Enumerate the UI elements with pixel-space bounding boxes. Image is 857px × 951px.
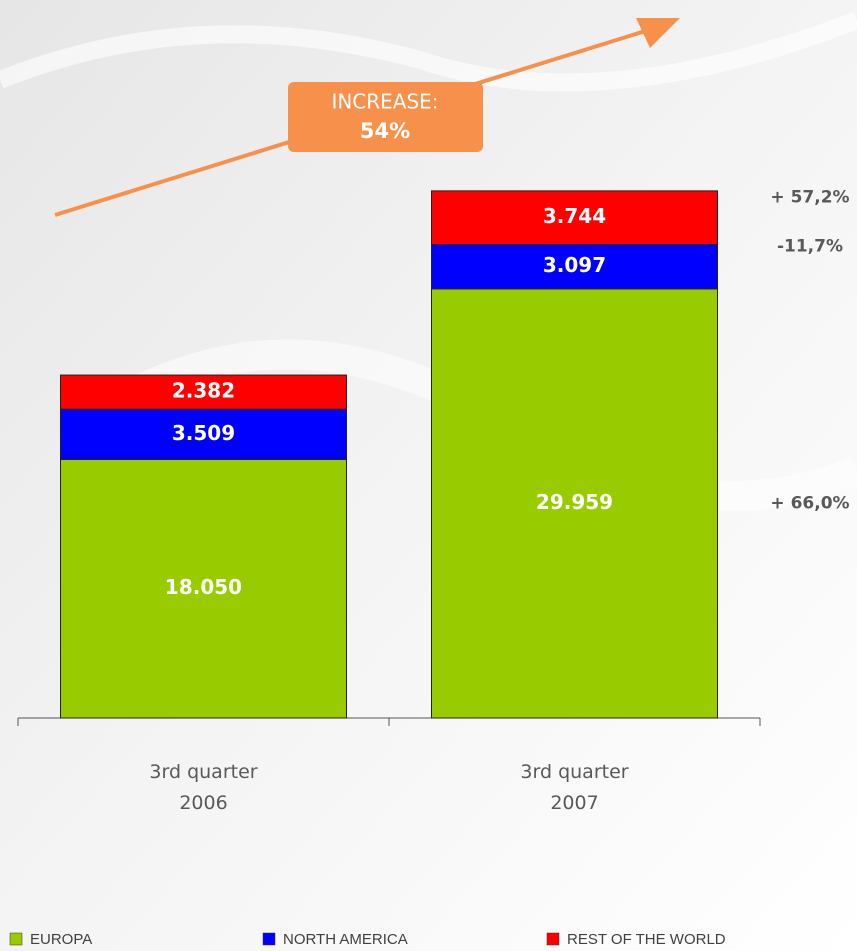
change-label: + 57,2%	[770, 188, 849, 208]
bar-segment	[431, 243, 718, 290]
value-label: 3.509	[172, 421, 235, 445]
legend-label: EUROPA	[30, 931, 92, 948]
annotation-box	[288, 82, 483, 152]
x-tick-label: 3rd quarter 2007	[520, 761, 628, 814]
bar-segment	[431, 190, 718, 245]
value-label: 29.959	[536, 490, 613, 514]
annotation-label: INCREASE:	[331, 90, 438, 114]
change-label: + 66,0%	[770, 493, 849, 513]
bar-segment	[60, 408, 347, 460]
legend-label: REST OF THE WORLD	[567, 931, 726, 948]
legend-swatch	[9, 932, 23, 946]
annotation-value: 54%	[360, 119, 410, 143]
change-label: -11,7%	[777, 237, 843, 257]
legend-swatch	[546, 932, 560, 946]
value-label: 2.382	[172, 379, 235, 403]
bar-segment	[60, 458, 347, 719]
x-tick-label: 3rd quarter 2006	[149, 761, 257, 814]
value-label: 3.097	[543, 253, 606, 277]
value-label: 18.050	[165, 575, 242, 599]
arrow-head	[636, 18, 680, 48]
legend-label: NORTH AMERICA	[283, 931, 408, 948]
bar-segment	[431, 288, 718, 719]
decoration	[0, 11, 857, 92]
value-label: 3.744	[543, 204, 606, 228]
legend-swatch	[262, 932, 276, 946]
bar-segment	[60, 374, 347, 410]
